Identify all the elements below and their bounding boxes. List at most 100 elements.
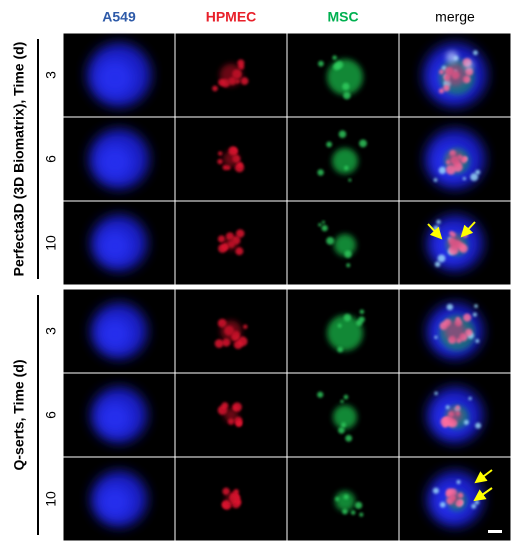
group-label: Q-serts, Time (d) xyxy=(11,360,27,471)
row-label: 3 xyxy=(43,71,59,79)
blob xyxy=(344,250,352,258)
blob xyxy=(462,156,468,162)
blob xyxy=(436,219,441,225)
image-panel xyxy=(286,200,400,286)
blob xyxy=(471,503,477,509)
image-panel xyxy=(398,456,512,542)
blob xyxy=(240,77,249,85)
blob xyxy=(221,402,229,410)
blob xyxy=(98,229,132,263)
blob xyxy=(212,85,218,92)
blob xyxy=(321,220,325,224)
row-label: 6 xyxy=(43,155,59,163)
blob xyxy=(95,58,135,98)
arrow xyxy=(427,223,443,240)
blob xyxy=(222,487,230,496)
blob xyxy=(354,501,363,509)
blob xyxy=(359,139,367,148)
row-label: 10 xyxy=(43,235,59,251)
blob xyxy=(335,496,340,502)
blob xyxy=(218,151,223,156)
blob xyxy=(220,320,242,342)
blob xyxy=(439,69,444,75)
blob xyxy=(437,254,446,263)
blob xyxy=(456,480,461,485)
blob xyxy=(243,324,248,329)
scale-bar xyxy=(488,530,502,533)
blob xyxy=(448,408,462,422)
blob xyxy=(224,236,238,250)
blob xyxy=(475,169,481,175)
blob xyxy=(98,485,132,519)
blob xyxy=(214,339,224,348)
blob xyxy=(343,91,351,100)
image-panel xyxy=(398,288,512,374)
blob xyxy=(463,313,472,322)
blob xyxy=(97,144,133,180)
blob xyxy=(327,315,363,351)
blob xyxy=(464,67,474,76)
blob xyxy=(233,488,239,495)
blob xyxy=(463,419,469,425)
blob xyxy=(446,51,458,63)
blob xyxy=(235,421,242,427)
blob xyxy=(445,405,450,410)
blob xyxy=(333,405,357,429)
blob xyxy=(235,247,244,256)
group-label: Perfecta3D (3D Biomatrix), Time (d) xyxy=(11,42,27,277)
blob xyxy=(438,88,445,94)
blob xyxy=(342,508,348,515)
blob xyxy=(317,169,324,176)
row-label: 10 xyxy=(43,491,59,507)
blob xyxy=(237,161,243,168)
image-panel xyxy=(286,456,400,542)
blob xyxy=(335,491,355,511)
blob xyxy=(348,178,352,182)
image-panel xyxy=(174,200,288,286)
image-panel xyxy=(62,116,176,202)
blob xyxy=(318,223,322,227)
blob xyxy=(337,323,342,328)
blob xyxy=(326,236,335,245)
blob xyxy=(233,340,243,350)
blob xyxy=(223,151,239,167)
blob xyxy=(98,401,132,435)
blob xyxy=(217,235,226,243)
image-panel xyxy=(62,32,176,118)
arrow xyxy=(473,487,493,502)
blob xyxy=(464,328,473,337)
blob xyxy=(321,224,328,232)
image-panel xyxy=(174,288,288,374)
blob xyxy=(218,243,227,253)
image-panel xyxy=(174,32,288,118)
blob xyxy=(449,493,461,505)
blob xyxy=(438,166,447,175)
blob xyxy=(344,165,349,171)
blob xyxy=(332,55,337,60)
blob xyxy=(470,173,479,182)
blob xyxy=(326,141,333,148)
blob xyxy=(472,312,477,317)
blob xyxy=(343,494,349,500)
blob xyxy=(446,303,454,311)
blob xyxy=(318,60,324,67)
blob xyxy=(224,408,238,422)
blob xyxy=(341,422,347,428)
blob xyxy=(235,229,245,238)
blob xyxy=(444,320,466,342)
blob xyxy=(335,60,344,69)
blob xyxy=(219,63,243,87)
blob xyxy=(343,394,349,400)
blob xyxy=(338,427,345,434)
row-label: 3 xyxy=(43,327,59,335)
arrow xyxy=(474,469,493,484)
image-panel xyxy=(286,372,400,458)
image-panel xyxy=(174,116,288,202)
blob xyxy=(340,399,344,403)
image-panel xyxy=(62,200,176,286)
image-panel xyxy=(398,116,512,202)
row-label: 6 xyxy=(43,411,59,419)
blob xyxy=(475,422,482,429)
blob xyxy=(443,63,467,87)
